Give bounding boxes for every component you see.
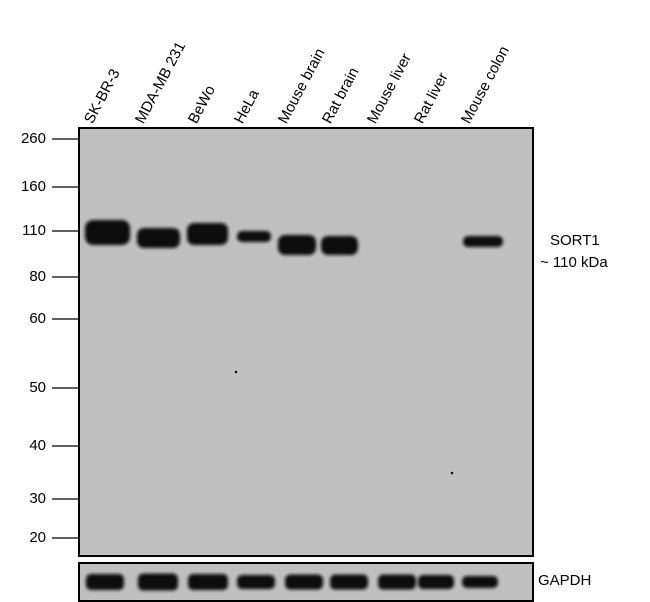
mw-marker-label: 110 [22,222,46,239]
gapdh-band [188,574,228,590]
gapdh-bands [86,573,498,591]
band-bewo [187,223,228,245]
band-mouse-colon [463,236,503,247]
mw-marker-label: 20 [29,529,46,546]
band-mda-mb-231 [137,228,180,248]
speck [450,471,454,475]
sort1-bands [85,220,503,255]
gapdh-band [285,574,323,590]
gapdh-band [330,574,368,590]
band-rat-brain [321,236,358,255]
gapdh-band [462,576,498,588]
target-size: ~ 110 kDa [540,254,608,271]
mw-marker-label: 50 [29,379,46,396]
mw-marker-label: 30 [29,490,46,507]
band-hela [237,231,271,242]
gapdh-band [378,574,416,590]
gapdh-band [86,574,124,590]
mw-marker-label: 60 [29,310,46,327]
main-blot-membrane [78,127,534,557]
marker-ticks [52,138,79,539]
gapdh-band [237,575,275,589]
target-name: SORT1 [550,232,600,249]
band-sk-br-3 [85,220,130,245]
mw-marker-label: 160 [20,178,46,195]
speck [234,370,238,374]
mw-marker-label: 260 [20,130,46,147]
gapdh-band [138,573,178,591]
mw-marker-label: 80 [29,268,46,285]
mw-marker-label: 40 [29,437,46,454]
gapdh-band [418,575,454,589]
loading-control-label: GAPDH [538,572,592,589]
band-mouse-brain [278,235,316,255]
